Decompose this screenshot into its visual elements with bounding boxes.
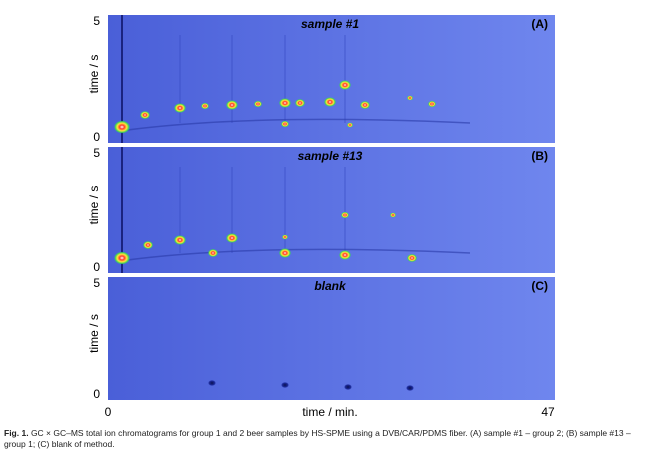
panel-letter: (A) [531, 17, 548, 31]
peak [344, 384, 352, 390]
peak [406, 385, 414, 391]
panel-title: blank [314, 279, 347, 293]
panel-background [108, 277, 555, 400]
y-axis-label: time / s [87, 55, 101, 94]
peak [341, 211, 349, 219]
y-tick-label: 5 [93, 146, 100, 160]
peak [279, 248, 291, 258]
panel-title: sample #13 [298, 149, 363, 163]
panel-title: sample #1 [301, 17, 359, 31]
x-tick-label: 47 [541, 405, 555, 419]
chromatograms: sample #1 (A) 5 0 time / s sample #13 (B) 5 0 tim… [87, 14, 555, 419]
y-axis-label: time / s [87, 314, 101, 353]
x-axis-label: time / min. [302, 405, 357, 419]
peak [208, 249, 218, 257]
y-tick-label: 5 [93, 14, 100, 28]
peak [281, 120, 289, 128]
peak [140, 111, 150, 119]
peak [324, 97, 336, 107]
peak [226, 233, 238, 243]
peak [281, 382, 289, 388]
caption-text: GC × GC–MS total ion chromatograms for g… [4, 428, 631, 449]
y-tick-label: 0 [93, 130, 100, 144]
y-tick-label: 5 [93, 276, 100, 290]
peak [279, 98, 291, 108]
peak [407, 95, 413, 101]
y-tick-label: 0 [93, 260, 100, 274]
peak [174, 235, 186, 245]
peak [347, 122, 353, 128]
panel-background [108, 147, 555, 273]
peak [407, 254, 417, 262]
peak [254, 100, 262, 108]
y-axis-label: time / s [87, 186, 101, 225]
peak [174, 103, 186, 113]
peak [114, 120, 130, 134]
peak [339, 250, 351, 260]
caption-label: Fig. 1. [4, 428, 29, 438]
peak [282, 234, 288, 240]
peak [295, 99, 305, 107]
peak [339, 80, 351, 90]
peak [428, 100, 436, 108]
panel-letter: (B) [531, 149, 548, 163]
panel-letter: (C) [531, 279, 548, 293]
peak [114, 251, 130, 265]
trail [119, 248, 471, 262]
panel-background [108, 15, 555, 143]
x-tick-label: 0 [105, 405, 112, 419]
peak [208, 380, 216, 386]
trail [119, 118, 471, 132]
peak [143, 241, 153, 249]
peak [226, 100, 238, 110]
y-tick-label: 0 [93, 387, 100, 401]
peak [390, 212, 396, 218]
peak [201, 102, 209, 110]
peak [360, 101, 370, 109]
caption: Fig. 1. GC × GC–MS total ion chromatogra… [4, 428, 646, 450]
